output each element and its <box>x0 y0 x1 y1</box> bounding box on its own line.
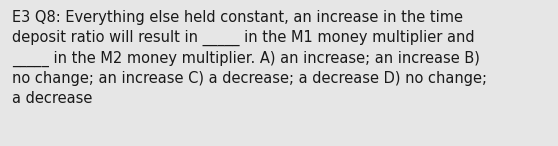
Text: E3 Q8: Everything else held constant, an increase in the time
deposit ratio will: E3 Q8: Everything else held constant, an… <box>12 10 487 106</box>
